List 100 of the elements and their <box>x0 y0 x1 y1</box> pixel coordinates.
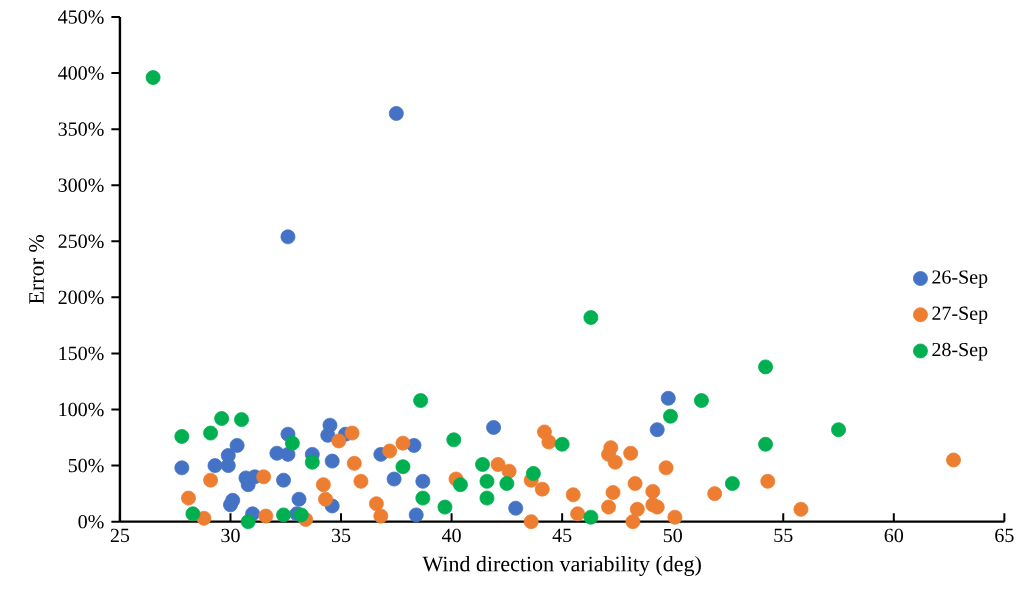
point <box>331 433 347 449</box>
point <box>660 391 676 406</box>
point <box>694 393 709 409</box>
point <box>649 422 665 438</box>
point <box>353 474 369 489</box>
point <box>760 474 776 489</box>
point <box>601 499 616 515</box>
point <box>627 476 643 492</box>
x-tick-label: 35 <box>332 528 351 543</box>
y-tick-label: 200% <box>58 290 104 305</box>
x-tick-label: 25 <box>110 528 130 543</box>
point <box>395 459 411 475</box>
point <box>315 477 331 493</box>
point <box>831 422 846 438</box>
point <box>234 412 249 428</box>
y-tick-label: 450% <box>58 10 104 24</box>
point <box>196 511 212 526</box>
point <box>946 452 961 468</box>
x-tick-label: 60 <box>884 528 904 543</box>
point <box>479 490 495 506</box>
point <box>508 500 524 516</box>
point <box>276 507 291 523</box>
point <box>658 460 674 476</box>
point <box>629 502 645 517</box>
point <box>229 438 245 453</box>
y-tick-label: 300% <box>58 178 104 193</box>
point <box>415 474 431 489</box>
point <box>373 508 389 524</box>
point <box>207 458 223 474</box>
x-tick-label: 30 <box>221 528 240 543</box>
legend-label: 27-Sep <box>932 306 988 325</box>
x-tick-label: 55 <box>774 528 793 543</box>
point <box>725 476 740 492</box>
point <box>346 456 362 471</box>
legend-label: 28-Sep <box>932 343 988 361</box>
point <box>565 487 581 503</box>
point <box>523 514 539 530</box>
point <box>369 496 384 512</box>
y-tick-label: 100% <box>59 402 104 417</box>
point <box>437 499 453 515</box>
point <box>240 514 256 530</box>
point <box>758 437 773 452</box>
point <box>256 469 272 485</box>
point <box>499 476 515 492</box>
legend-label: 26-Sep <box>932 270 988 289</box>
y-tick-label: 350% <box>58 122 104 137</box>
point <box>181 490 196 506</box>
point <box>453 477 468 493</box>
y-axis-title: Error % <box>29 235 44 304</box>
point <box>490 457 506 473</box>
point <box>663 409 678 424</box>
point <box>605 485 621 501</box>
point <box>583 310 599 326</box>
point <box>388 106 404 122</box>
point <box>344 425 360 441</box>
point <box>304 455 320 470</box>
point <box>382 443 398 459</box>
point <box>486 420 501 436</box>
point <box>541 434 557 450</box>
point <box>570 506 586 522</box>
point <box>318 492 333 507</box>
y-tick-label: 400% <box>58 66 104 81</box>
point <box>413 393 429 409</box>
point <box>174 429 190 445</box>
point <box>220 458 236 474</box>
point <box>623 446 639 461</box>
point <box>145 70 161 86</box>
point <box>554 437 570 452</box>
point <box>284 435 300 451</box>
y-tick-label: 150% <box>59 346 104 361</box>
point <box>291 492 307 507</box>
point <box>649 499 665 515</box>
x-tick-label: 40 <box>441 528 461 543</box>
point <box>280 447 296 462</box>
x-axis-title: Wind direction variability (deg) <box>422 556 701 577</box>
point <box>415 490 431 506</box>
point <box>174 460 190 476</box>
point <box>475 457 490 473</box>
point <box>185 506 201 522</box>
point <box>225 493 241 508</box>
point <box>707 486 723 502</box>
point <box>667 509 683 525</box>
point <box>793 502 809 517</box>
point <box>583 509 599 525</box>
x-tick-label: 65 <box>995 528 1014 543</box>
x-tick-label: 50 <box>663 528 682 543</box>
point <box>395 435 411 451</box>
point <box>526 466 541 482</box>
point <box>320 428 336 443</box>
point <box>386 471 402 487</box>
point <box>324 453 340 469</box>
point <box>625 514 641 530</box>
point <box>214 411 230 427</box>
point <box>534 481 550 497</box>
point <box>607 455 623 470</box>
point <box>293 507 309 523</box>
point <box>446 432 462 448</box>
point <box>501 463 517 479</box>
point <box>408 507 424 523</box>
point <box>280 229 296 245</box>
